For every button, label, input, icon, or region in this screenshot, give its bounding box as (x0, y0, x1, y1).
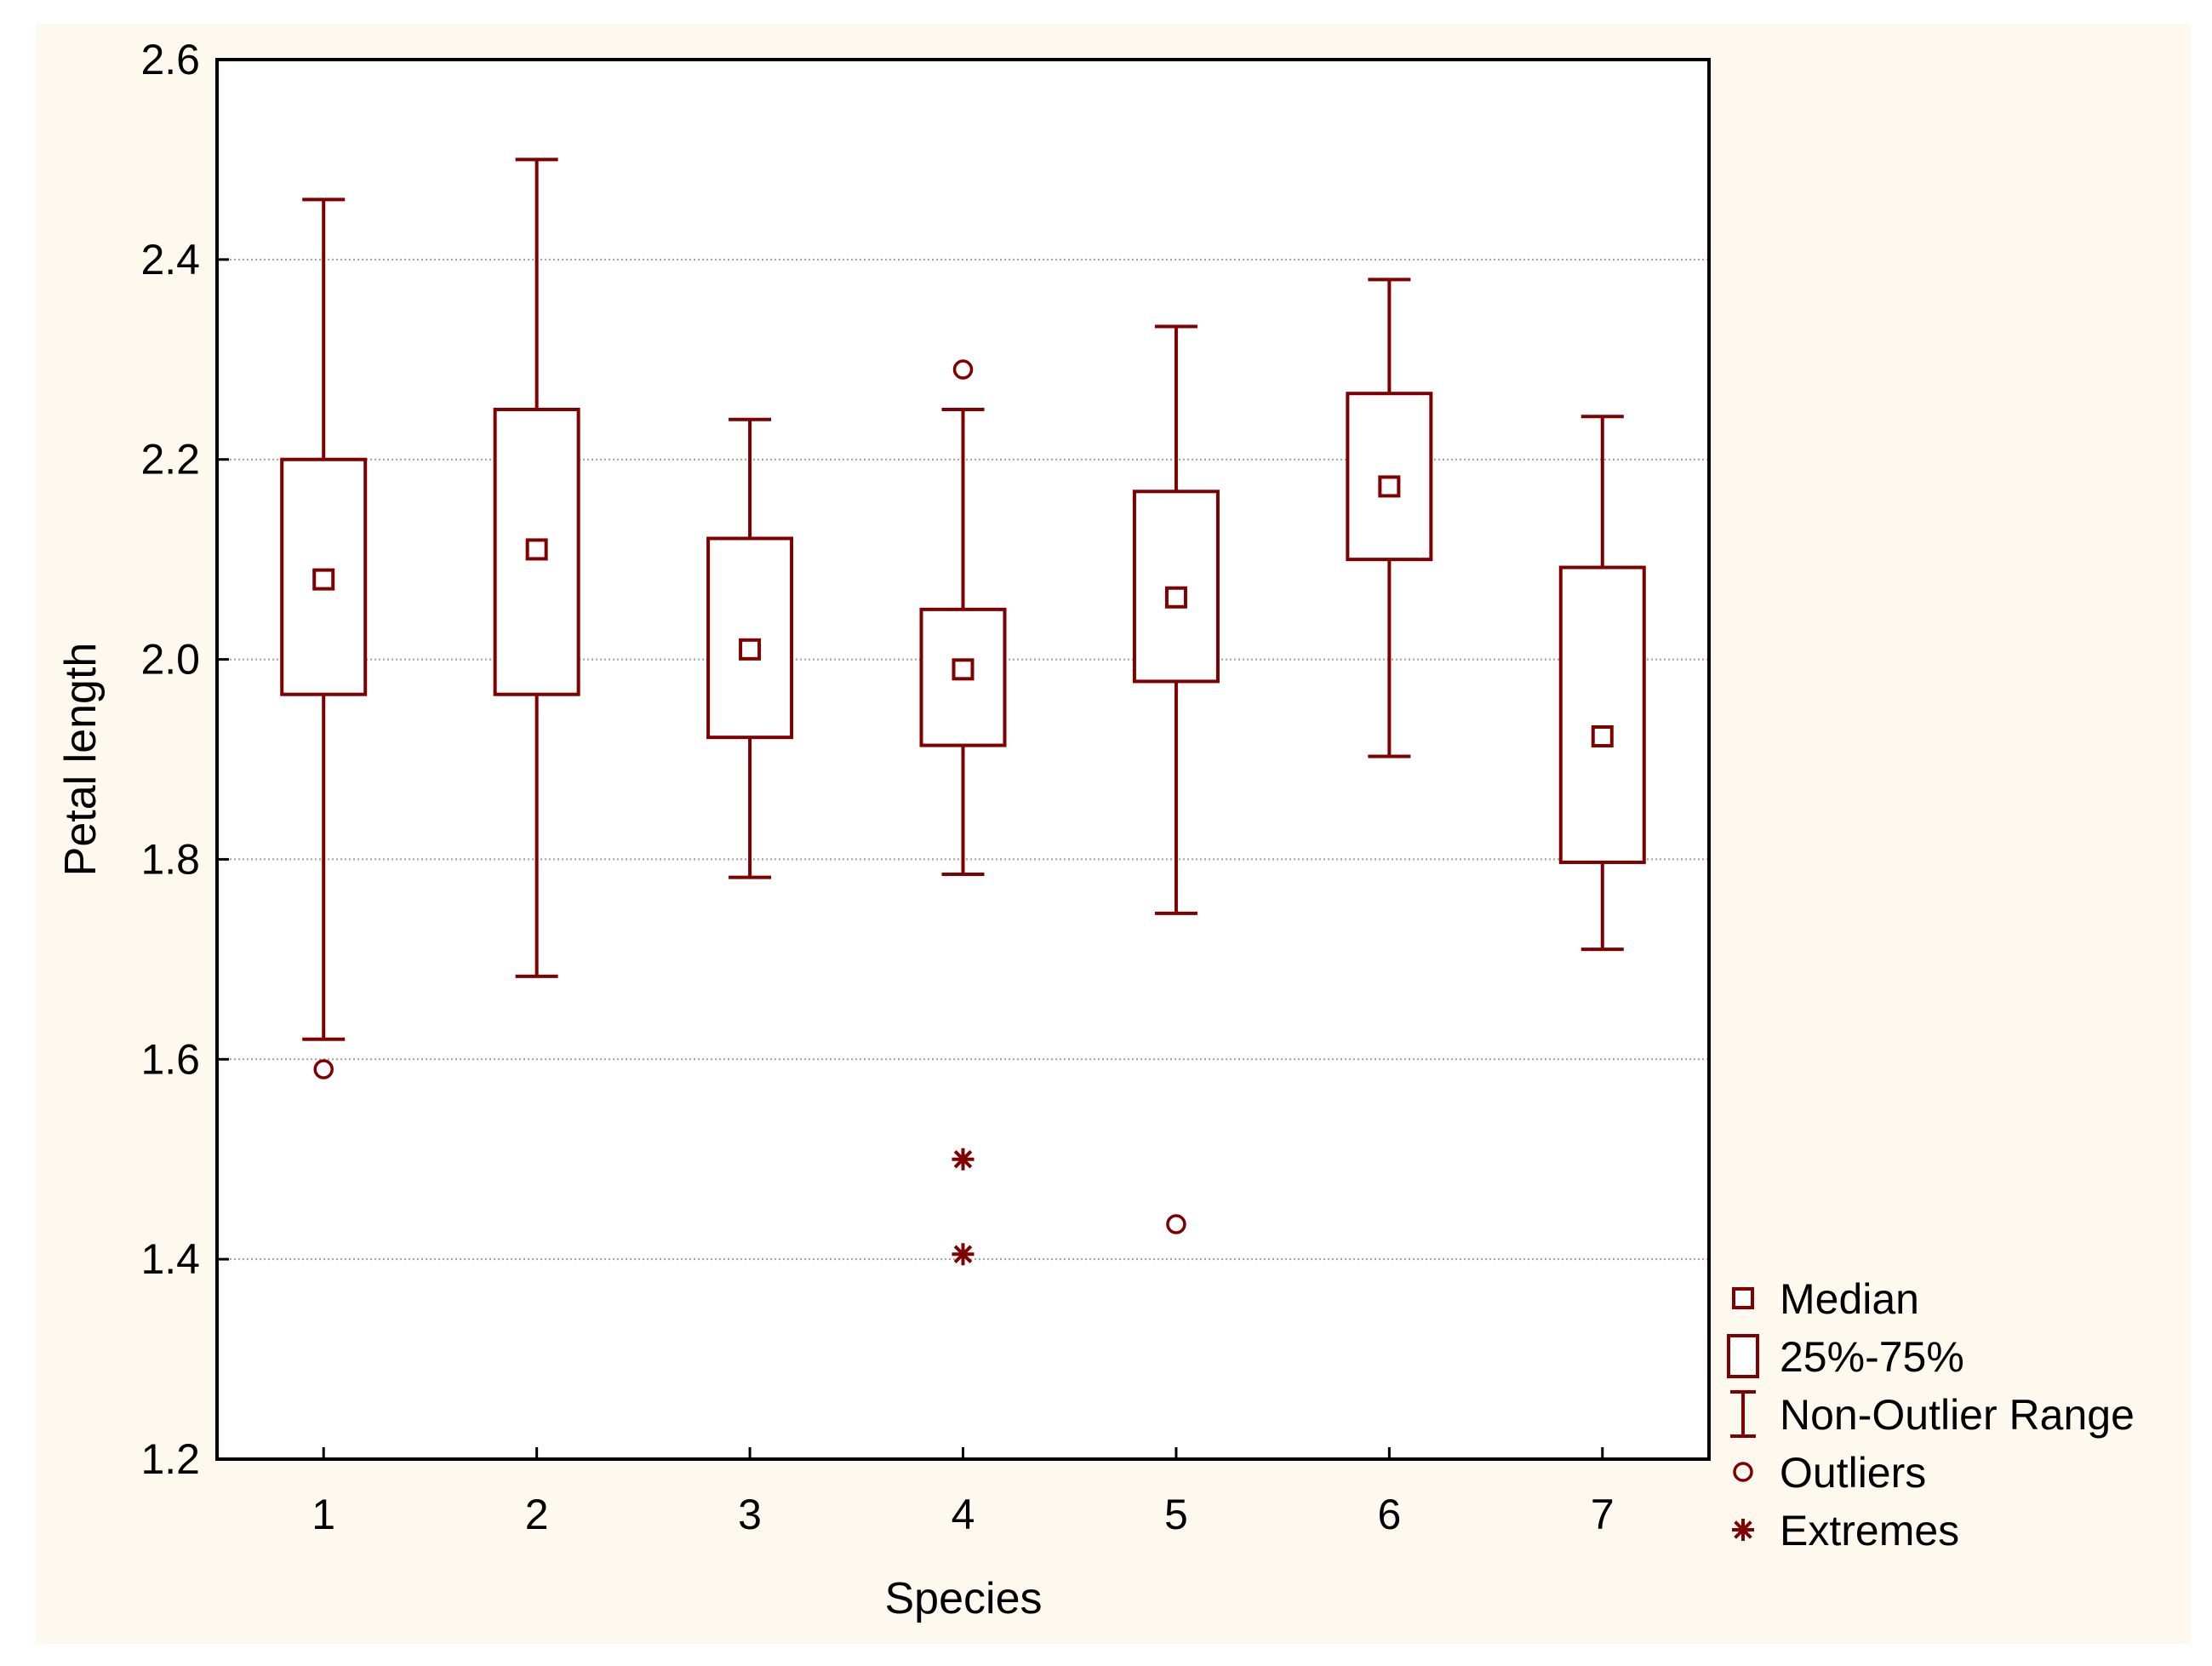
box-series (280, 157, 1646, 1266)
x-tick-label: 7 (1591, 1491, 1615, 1538)
x-tick-label: 1 (312, 1491, 335, 1538)
box-group-1 (280, 198, 368, 1079)
legend-item-outlier: Outliers (1733, 1449, 1926, 1497)
x-tick-label: 3 (738, 1491, 762, 1538)
x-tick-label: 4 (952, 1491, 975, 1538)
x-tick-label: 5 (1164, 1491, 1188, 1538)
y-tick-label: 1.4 (140, 1235, 200, 1283)
x-tick-label: 2 (525, 1491, 549, 1538)
outlier-point (313, 1059, 334, 1079)
x-axis-title: Species (885, 1574, 1043, 1623)
whisker-icon (1730, 1390, 1756, 1438)
asterisk-icon (1732, 1519, 1754, 1541)
box-group-3 (706, 417, 794, 879)
legend: Median 25%-75% Non-Outlier Range Outliers Ex… (1727, 1275, 2135, 1554)
median-marker (952, 658, 975, 681)
iqr-box (706, 536, 794, 740)
legend-label: Non-Outlier Range (1780, 1391, 2135, 1439)
median-marker (1164, 586, 1187, 609)
y-axis-title: Petal length (56, 643, 106, 877)
box-icon (1727, 1334, 1759, 1378)
legend-item-extreme: Extremes (1732, 1507, 1959, 1554)
axes: 1.2 1.4 1.6 1.8 2.0 2.2 2.4 2.6 1 2 3 4 5 6 7 (140, 36, 1614, 1538)
legend-label: 25%-75% (1780, 1333, 1964, 1381)
y-tick-label: 1.2 (140, 1435, 200, 1483)
y-tick-label: 2.2 (140, 436, 200, 484)
y-tick-label: 2.0 (140, 636, 200, 684)
legend-label: Outliers (1780, 1449, 1926, 1497)
box-group-4 (919, 359, 1007, 1266)
small-square-icon (1732, 1287, 1754, 1309)
y-tick-label: 2.4 (140, 236, 200, 283)
box-group-2 (493, 157, 580, 978)
legend-item-median: Median (1732, 1275, 1919, 1323)
outlier-point (1166, 1214, 1186, 1234)
iqr-box (1558, 565, 1646, 864)
x-tick-label: 6 (1377, 1491, 1401, 1538)
y-tick-label: 1.6 (140, 1035, 200, 1083)
median-marker (1378, 475, 1401, 498)
extreme-point (952, 1243, 975, 1266)
circle-icon (1733, 1462, 1753, 1482)
y-tick-label: 1.8 (140, 835, 200, 883)
legend-item-whisker: Non-Outlier Range (1730, 1390, 2135, 1439)
box-group-5 (1132, 324, 1220, 1234)
median-marker (525, 538, 548, 561)
box-group-7 (1558, 415, 1646, 952)
median-marker (1591, 724, 1614, 747)
outlier-point (952, 359, 974, 380)
median-marker (739, 638, 762, 661)
legend-label: Median (1780, 1275, 1919, 1323)
legend-label: Extremes (1780, 1507, 1959, 1554)
median-marker (312, 568, 335, 591)
y-tick-label: 2.6 (140, 36, 200, 83)
extreme-point (952, 1148, 975, 1171)
legend-item-box: 25%-75% (1727, 1333, 1964, 1381)
box-group-6 (1346, 278, 1433, 759)
